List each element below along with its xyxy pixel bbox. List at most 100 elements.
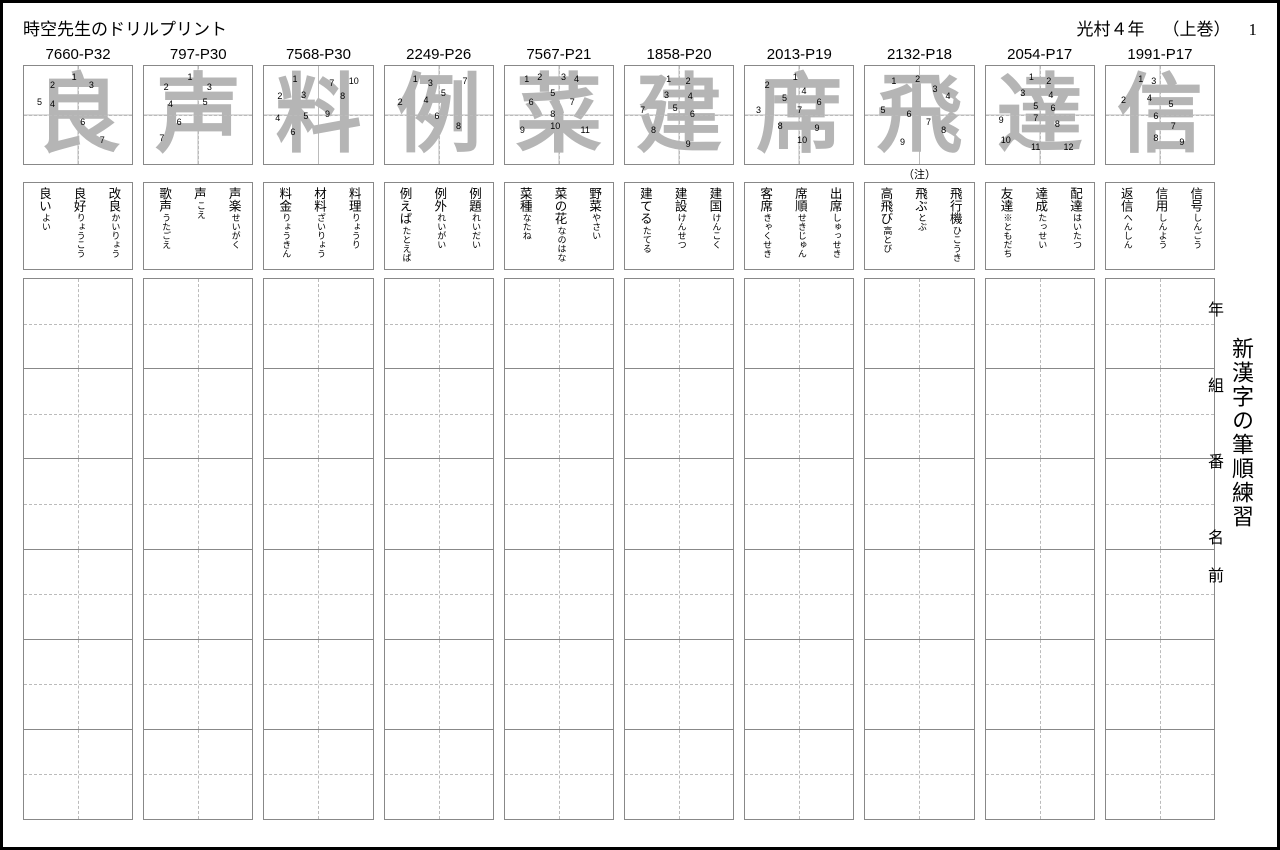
vocab-kanji: 配達 bbox=[1068, 187, 1081, 212]
vocab-word: 出席しゅっせき bbox=[827, 187, 840, 265]
header-grade: 光村４年 bbox=[1077, 15, 1145, 40]
vocab-kanji: 飛行機 bbox=[948, 187, 961, 225]
vocab-kanji: 料金 bbox=[277, 187, 290, 212]
kanji-model-box: 料12345678910 bbox=[263, 65, 373, 165]
vocab-kanji: 建国 bbox=[707, 187, 720, 212]
practice-cell bbox=[505, 459, 613, 549]
side-column: 新漢字の筆順練習 年 組 番 名前 bbox=[1223, 46, 1257, 820]
vocab-word: 信号しんごう bbox=[1188, 187, 1201, 265]
practice-cell bbox=[745, 730, 853, 819]
kanji-model-box: 建123456789 bbox=[624, 65, 734, 165]
practice-cell bbox=[385, 459, 493, 549]
vocab-word: 歌声うたごえ bbox=[157, 187, 170, 265]
kanji-note bbox=[985, 166, 1095, 178]
vocab-kanji: 改良 bbox=[106, 187, 119, 212]
practice-cell bbox=[264, 550, 372, 640]
practice-cell bbox=[745, 550, 853, 640]
vocab-reading: なたね bbox=[518, 213, 531, 240]
vocab-word: 例えばたとえば bbox=[397, 187, 410, 265]
vocab-kanji: 例題 bbox=[467, 187, 480, 212]
vocab-kanji: 友達 bbox=[998, 187, 1011, 212]
worksheet-title: 新漢字の筆順練習 bbox=[1225, 337, 1257, 529]
kanji-glyph: 声 bbox=[155, 72, 241, 158]
vocab-reading: 高とび bbox=[878, 226, 891, 253]
practice-cell bbox=[986, 730, 1094, 819]
practice-cell bbox=[264, 369, 372, 459]
vocab-box: 改良かいりょう良好りょうこう良いよい bbox=[23, 182, 133, 270]
kanji-column: 7660-P32良1234567改良かいりょう良好りょうこう良いよい bbox=[23, 46, 133, 820]
vocab-reading: たとえば bbox=[397, 226, 410, 262]
column-code: 1991-P17 bbox=[1105, 46, 1215, 63]
vocab-reading: りょうこう bbox=[72, 213, 85, 258]
practice-cell bbox=[505, 279, 613, 369]
practice-cell bbox=[745, 369, 853, 459]
practice-cell bbox=[385, 550, 493, 640]
practice-grid bbox=[864, 278, 974, 820]
vocab-kanji: 客席 bbox=[758, 187, 771, 212]
kanji-column: 1858-P20建123456789建国けんこく建設けんせつ建てるたてる bbox=[624, 46, 734, 820]
practice-cell bbox=[505, 369, 613, 459]
practice-grid bbox=[263, 278, 373, 820]
practice-cell bbox=[865, 550, 973, 640]
vocab-reading: たっせい bbox=[1033, 213, 1046, 249]
practice-cell bbox=[986, 369, 1094, 459]
vocab-word: 信用しんよう bbox=[1153, 187, 1166, 265]
vocab-reading: ざいりょう bbox=[312, 213, 325, 258]
vocab-kanji: 建てる bbox=[638, 187, 651, 225]
kanji-note bbox=[744, 166, 854, 178]
practice-grid bbox=[143, 278, 253, 820]
vocab-reading: しゅっせき bbox=[827, 213, 840, 258]
practice-cell bbox=[505, 730, 613, 819]
vocab-box: 出席しゅっせき席順せきじゅん客席きゃくせき bbox=[744, 182, 854, 270]
kanji-model-box: 飛123456789 bbox=[864, 65, 974, 165]
practice-grid bbox=[624, 278, 734, 820]
column-code: 7567-P21 bbox=[504, 46, 614, 63]
kanji-glyph: 建 bbox=[636, 72, 722, 158]
vocab-kanji: 返信 bbox=[1119, 187, 1132, 212]
vocab-box: 建国けんこく建設けんせつ建てるたてる bbox=[624, 182, 734, 270]
vocab-kanji: 材料 bbox=[312, 187, 325, 212]
practice-cell bbox=[505, 640, 613, 730]
vocab-word: 材料ざいりょう bbox=[312, 187, 325, 265]
vocab-word: 建てるたてる bbox=[638, 187, 651, 265]
vocab-box: 信号しんごう信用しんよう返信へんしん bbox=[1105, 182, 1215, 270]
practice-cell bbox=[1106, 279, 1214, 369]
vocab-kanji: 料理 bbox=[347, 187, 360, 212]
practice-cell bbox=[24, 459, 132, 549]
kanji-glyph: 席 bbox=[756, 72, 842, 158]
vocab-kanji: 良い bbox=[37, 187, 50, 212]
vocab-word: 飛ぶとぶ bbox=[913, 187, 926, 265]
practice-grid bbox=[504, 278, 614, 820]
practice-cell bbox=[865, 369, 973, 459]
vocab-reading: せいがく bbox=[226, 213, 239, 249]
vocab-reading: しんよう bbox=[1153, 213, 1166, 249]
vocab-word: 改良かいりょう bbox=[106, 187, 119, 265]
vocab-kanji: 信用 bbox=[1153, 187, 1166, 212]
column-code: 2132-P18 bbox=[864, 46, 974, 63]
practice-cell bbox=[625, 279, 733, 369]
practice-cell bbox=[865, 640, 973, 730]
practice-cell bbox=[144, 369, 252, 459]
vocab-reading: れいだい bbox=[467, 213, 480, 249]
vocab-word: 高飛び高とび bbox=[878, 187, 891, 265]
vocab-box: 配達はいたつ達成たっせい友達※ともだち bbox=[985, 182, 1095, 270]
vocab-word: 建国けんこく bbox=[707, 187, 720, 265]
vocab-reading: はいたつ bbox=[1068, 213, 1081, 249]
kanji-glyph: 飛 bbox=[876, 72, 962, 158]
vocab-box: 野菜やさい菜の花なのはな菜種なたね bbox=[504, 182, 614, 270]
column-code: 2054-P17 bbox=[985, 46, 1095, 63]
header-volume: （上巻） bbox=[1163, 15, 1231, 40]
kanji-model-box: 例12345678 bbox=[384, 65, 494, 165]
vocab-kanji: 野菜 bbox=[587, 187, 600, 212]
practice-cell bbox=[385, 730, 493, 819]
practice-grid bbox=[384, 278, 494, 820]
vocab-reading: けんこく bbox=[707, 213, 720, 249]
practice-cell bbox=[264, 640, 372, 730]
kanji-note bbox=[384, 166, 494, 178]
vocab-word: 良いよい bbox=[37, 187, 50, 265]
practice-grid bbox=[23, 278, 133, 820]
main-area: 新漢字の筆順練習 年 組 番 名前 1991-P17信123456789信号しん… bbox=[23, 46, 1257, 820]
vocab-reading: とぶ bbox=[913, 213, 926, 231]
vocab-word: 例外れいがい bbox=[432, 187, 445, 265]
vocab-reading: かいりょう bbox=[106, 213, 119, 258]
